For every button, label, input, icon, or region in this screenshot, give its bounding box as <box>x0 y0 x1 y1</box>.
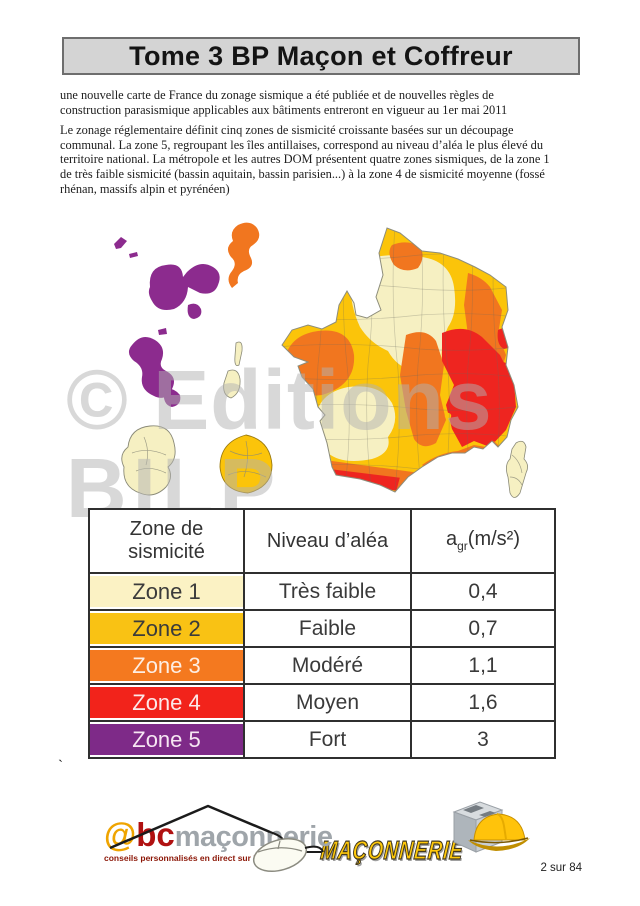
logo-tagline: conseils personnalisés en direct sur le … <box>104 853 280 863</box>
col-header-zone: Zone de sismicité <box>88 508 245 574</box>
text-line: rhénan, massifs alpin et pyrénéen) <box>60 181 230 196</box>
hard-hat <box>468 813 530 851</box>
cable-line <box>298 851 324 853</box>
col-header-niveau: Niveau d’aléa <box>243 508 412 574</box>
agr-cell: 3 <box>410 720 556 759</box>
text-line: Le zonage réglementaire définit cinq zon… <box>60 123 514 137</box>
table-header-row: Zone de sismicité Niveau d’aléa agr(m/s²… <box>88 508 556 574</box>
niveau-cell: Faible <box>243 609 412 648</box>
at-icon: @ <box>104 816 137 853</box>
text-line: construction parasismique applicables au… <box>60 102 508 117</box>
niveau-cell: Très faible <box>243 572 412 611</box>
seismic-table: Zone de sismicité Niveau d’aléa agr(m/s²… <box>88 508 556 759</box>
title-box: Tome 3 BP Maçon et Coffreur <box>62 37 580 75</box>
map-svg <box>114 222 528 498</box>
saint-barthelemy-island <box>129 252 138 258</box>
text-line: une nouvelle carte de France du zonage s… <box>60 88 494 102</box>
zoning-paragraph: Le zonage réglementaire définit cinq zon… <box>60 123 600 197</box>
text-line: territoire national. La métropole et les… <box>60 152 550 167</box>
mayotte-island <box>227 222 260 288</box>
table-row: Zone 3 Modéré 1,1 <box>88 646 556 685</box>
brick-hardhat-icon <box>446 794 530 871</box>
niveau-cell: Moyen <box>243 683 412 722</box>
mouse-icon <box>252 838 308 872</box>
saint-pierre-miquelon-island <box>223 341 243 399</box>
reunion-island <box>219 434 273 494</box>
niveau-cell: Fort <box>243 720 412 759</box>
col-header-agr: agr(m/s²) <box>410 508 556 574</box>
zone-badge: Zone 4 <box>90 687 243 718</box>
zone-badge: Zone 5 <box>90 724 243 755</box>
table-row: Zone 1 Très faible 0,4 <box>88 572 556 611</box>
text-line: communal. La zone 5, regroupant les îles… <box>60 137 544 152</box>
agr-cell: 0,4 <box>410 572 556 611</box>
agr-cell: 0,7 <box>410 609 556 648</box>
table-row: Zone 4 Moyen 1,6 <box>88 683 556 722</box>
zone-badge: Zone 3 <box>90 650 243 681</box>
zone-badge: Zone 1 <box>90 576 243 607</box>
zone-badge: Zone 2 <box>90 613 243 644</box>
stray-mark: ` <box>58 758 63 774</box>
page-title: Tome 3 BP Maçon et Coffreur <box>129 40 513 71</box>
maconnerie-banner: MAÇONNERIE <box>319 834 465 865</box>
text-line: de très faible sismicité (bassin aquitai… <box>60 167 545 182</box>
table-row: Zone 2 Faible 0,7 <box>88 609 556 648</box>
guyane-island <box>121 425 176 496</box>
intro-paragraph: une nouvelle carte de France du zonage s… <box>60 88 600 117</box>
abc-maconnerie-logo: @bcmaçonnerie conseils personnalisés en … <box>90 796 333 874</box>
table-row: Zone 5 Fort 3 <box>88 720 556 759</box>
agr-cell: 1,1 <box>410 646 556 685</box>
niveau-cell: Modéré <box>243 646 412 685</box>
guadeloupe-island <box>148 263 220 335</box>
saint-martin-island <box>114 237 127 249</box>
france-mainland <box>281 227 519 493</box>
house-mouse-icon <box>109 804 324 872</box>
seismic-map <box>70 215 575 505</box>
agr-cell: 1,6 <box>410 683 556 722</box>
page-number: 2 sur 84 <box>540 862 582 874</box>
martinique-island <box>128 336 181 407</box>
corsica-island <box>506 440 528 498</box>
